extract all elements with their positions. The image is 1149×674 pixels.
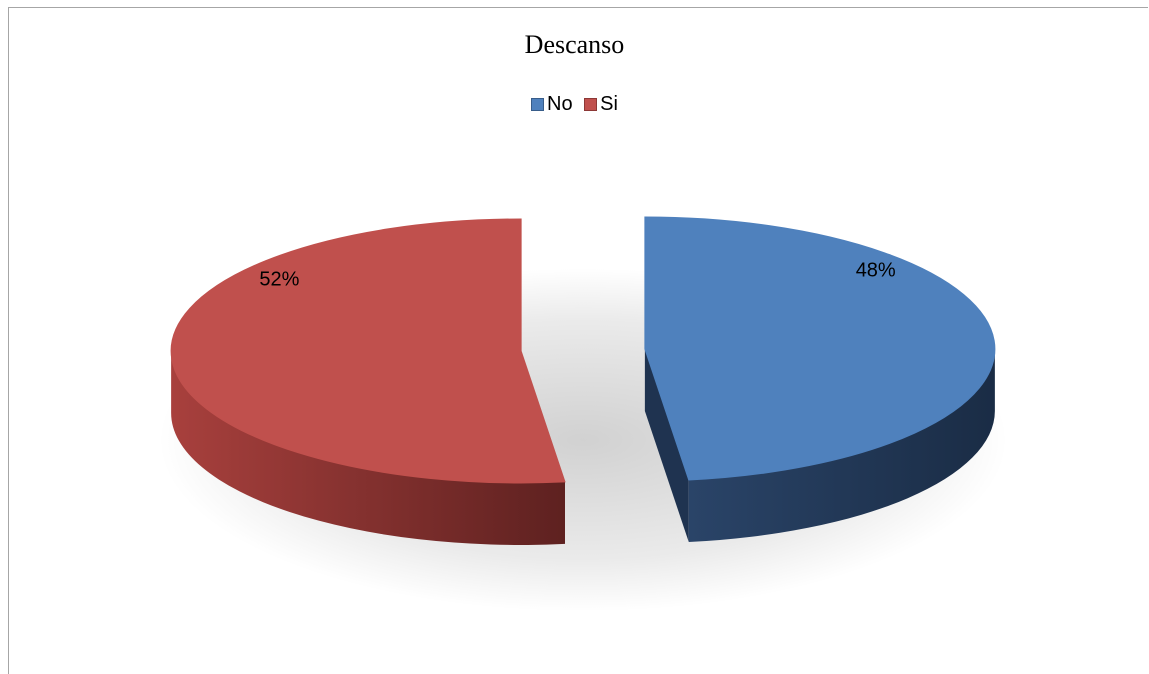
pie-slice-top-si bbox=[170, 218, 566, 484]
legend-entry-si: Si bbox=[584, 93, 618, 116]
data-label-si: 52% bbox=[259, 269, 299, 291]
pie-slice-cut-face-no bbox=[644, 349, 689, 542]
pie-slice-no bbox=[644, 216, 996, 542]
pie-slice-top-no bbox=[644, 216, 996, 481]
legend-label-no: No bbox=[547, 93, 573, 115]
chart-title: Descanso bbox=[524, 30, 625, 59]
chart-legend: No Si bbox=[0, 93, 1149, 117]
pie-slice-wall-no bbox=[688, 349, 995, 542]
legend-swatch-no bbox=[531, 98, 545, 111]
pie-slice-wall-si bbox=[171, 350, 565, 545]
data-label-no: 48% bbox=[856, 259, 896, 281]
pie-slice-si bbox=[170, 218, 566, 545]
legend-entry-no: No bbox=[531, 93, 573, 116]
legend-swatch-si bbox=[584, 98, 598, 111]
legend-label-si: Si bbox=[600, 93, 618, 115]
